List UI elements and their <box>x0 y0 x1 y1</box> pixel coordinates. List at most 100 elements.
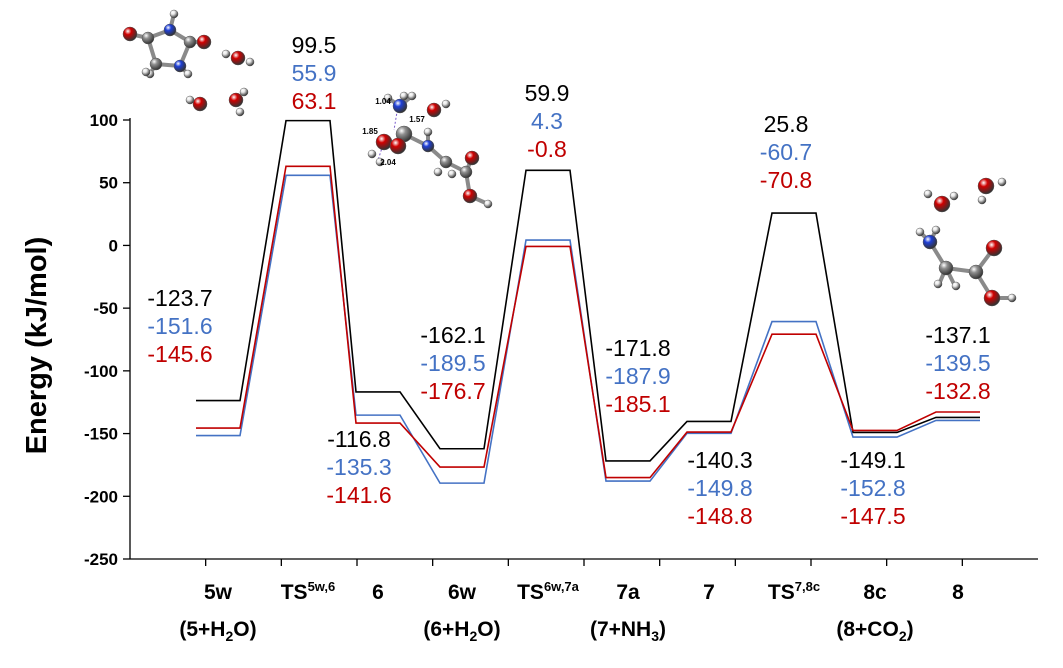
nitrogen-atom <box>173 59 187 73</box>
oxygen-atom <box>230 50 246 66</box>
x-tick-label: 8 <box>952 581 964 604</box>
y-tick-label: -100 <box>84 362 118 381</box>
x-tick-label: 7a <box>616 581 640 604</box>
carbon-atom <box>141 31 155 45</box>
hydrogen-atom <box>383 93 393 103</box>
hydrogen-atom <box>1007 293 1017 303</box>
hydrogen-atom <box>169 9 179 19</box>
data-label: -135.3 <box>326 454 391 480</box>
distance-label: 1.57 <box>409 115 425 124</box>
data-label: 55.9 <box>292 60 337 86</box>
oxygen-atom <box>228 92 244 108</box>
y-tick-label: -150 <box>84 425 118 444</box>
oxygen-atom <box>462 188 478 204</box>
hydrogen-atom <box>141 67 151 77</box>
data-label: -151.6 <box>147 313 212 339</box>
data-label: -137.1 <box>925 322 990 348</box>
hydrogen-atom <box>423 127 433 137</box>
carbon-atom <box>149 57 163 71</box>
hydrogen-atom <box>997 177 1007 187</box>
hydrogen-atom <box>183 69 193 79</box>
oxygen-atom <box>977 177 995 195</box>
data-label: -132.8 <box>925 378 990 404</box>
distance-label: 1.85 <box>362 127 378 136</box>
data-label: -152.8 <box>840 475 905 501</box>
nitrogen-atom <box>421 139 435 153</box>
distance-line <box>377 141 385 161</box>
distance-label: 2.04 <box>380 158 396 167</box>
y-tick-label: 0 <box>109 236 118 255</box>
data-label: 99.5 <box>292 32 337 58</box>
data-label: 59.9 <box>525 80 570 106</box>
data-label: -145.6 <box>147 341 212 367</box>
hydrogen-atom <box>977 195 987 205</box>
oxygen-atom <box>122 26 138 42</box>
data-label: -189.5 <box>420 350 485 376</box>
carbon-atom <box>183 35 197 49</box>
hydrogen-atom <box>245 57 255 67</box>
x-tick-label: 7 <box>703 581 715 604</box>
series-line-2 <box>196 165 980 479</box>
x-tick-sublabel: (8+CO2) <box>836 618 913 644</box>
distance-label: 1.04 <box>375 97 391 106</box>
molecule-ts: 1.04 1.57 1.85 2.04 <box>362 91 493 209</box>
data-label: -139.5 <box>925 350 990 376</box>
hydrogen-atom <box>185 95 195 105</box>
data-label: -116.8 <box>327 426 391 452</box>
x-tick-sublabel: (7+NH3) <box>590 618 666 644</box>
data-label: -70.8 <box>760 167 812 193</box>
series-line-1 <box>196 174 980 484</box>
x-tick-label: TS5w,6 <box>281 579 336 604</box>
carbon-atom <box>938 260 954 276</box>
x-tick-sublabel: (6+H2O) <box>423 618 500 644</box>
oxygen-atom <box>985 239 1003 257</box>
data-label: -148.8 <box>687 503 752 529</box>
oxygen-atom <box>933 195 951 213</box>
hydrogen-atom <box>483 199 493 209</box>
data-labels: -123.7-151.6-145.6 99.555.963.1 -116.8-135… <box>147 32 990 529</box>
oxygen-atom <box>983 289 1001 307</box>
axes: 100 50 0 -50 -100 -150 -200 -250 Energy (kJ/mol)… <box>21 111 1038 644</box>
x-tick-label: 6 <box>372 581 384 604</box>
hydrogen-atom <box>375 157 385 167</box>
data-label: -185.1 <box>605 391 670 417</box>
data-label: 4.3 <box>531 108 563 134</box>
data-label: -149.1 <box>840 447 905 473</box>
molecule-5w <box>122 9 255 117</box>
oxygen-atom <box>426 102 442 118</box>
x-tick-sublabel: (5+H2O) <box>179 618 256 644</box>
y-tick-label: -50 <box>93 299 118 318</box>
hydrogen-atom <box>441 99 451 109</box>
molecule-structures: 1.04 1.57 1.85 2.04 <box>122 9 1017 307</box>
carbon-atom <box>459 165 473 179</box>
y-tick-label: -250 <box>84 550 118 569</box>
hydrogen-atom <box>399 91 409 101</box>
x-tick-label: 8c <box>863 581 887 604</box>
x-tick-label: TS6w,7a <box>517 579 580 604</box>
hydrogen-atom <box>951 281 961 291</box>
oxygen-atom <box>389 137 407 155</box>
molecule-8 <box>915 177 1017 307</box>
oxygen-atom <box>192 96 208 112</box>
data-label: -123.7 <box>147 285 212 311</box>
nitrogen-atom <box>392 98 408 114</box>
data-label: -176.7 <box>420 378 485 404</box>
y-axis-title: Energy (kJ/mol) <box>21 237 53 455</box>
data-label: -162.1 <box>420 322 485 348</box>
hydrogen-atom <box>239 87 249 97</box>
hydrogen-atom <box>221 49 231 59</box>
data-label: -187.9 <box>605 363 670 389</box>
data-label: -0.8 <box>527 136 567 162</box>
series-lines <box>196 119 980 484</box>
hydrogen-atom <box>949 191 959 201</box>
y-tick-label: 100 <box>90 111 118 130</box>
x-tick-label: TS7,8c <box>768 579 820 604</box>
data-label: 63.1 <box>292 88 337 114</box>
data-label: -149.8 <box>687 475 752 501</box>
x-tick-label: 6w <box>448 581 477 604</box>
carbon-atom <box>968 264 984 280</box>
oxygen-atom <box>196 34 212 50</box>
nitrogen-atom <box>922 234 938 250</box>
carbon-atom <box>439 155 453 169</box>
nitrogen-atom <box>163 23 177 37</box>
